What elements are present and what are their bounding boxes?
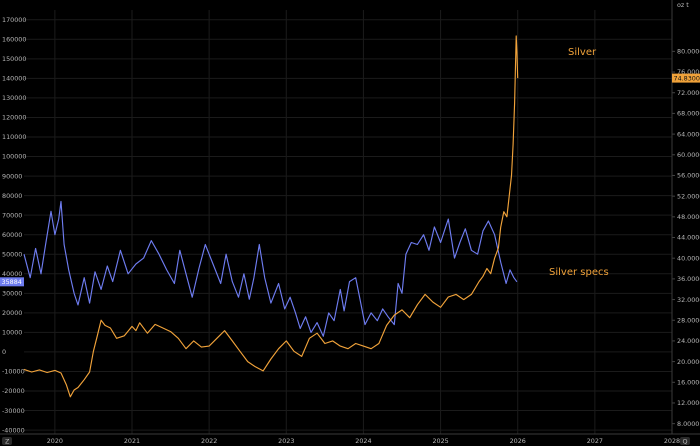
right-tick-label: 68.0000 bbox=[677, 110, 700, 118]
left-tick-label: -30000 bbox=[2, 407, 25, 415]
x-tick-label: 2023 bbox=[278, 437, 294, 445]
grid-layer bbox=[24, 10, 673, 434]
annotation-silver-specs: Silver specs bbox=[549, 267, 609, 278]
right-tick-label: 64.0000 bbox=[677, 130, 700, 138]
series-line-silver-specs bbox=[23, 200, 518, 337]
right-tick-label: 16.0000 bbox=[677, 378, 700, 386]
right-tick-label: 60.0000 bbox=[677, 151, 700, 159]
left-tick-label: 40000 bbox=[2, 270, 22, 278]
right-tick-label: 24.0000 bbox=[677, 337, 700, 345]
x-tick-label: 2026 bbox=[510, 437, 526, 445]
right-tick-label: 28.0000 bbox=[677, 316, 700, 324]
settings-button[interactable] bbox=[680, 437, 690, 445]
x-tick-label: 2024 bbox=[355, 437, 371, 445]
left-tick-label: -20000 bbox=[2, 387, 25, 395]
left-tick-label: 140000 bbox=[2, 75, 26, 83]
settings-button-label: Q bbox=[683, 438, 688, 446]
left-tick-label: 130000 bbox=[2, 94, 26, 102]
right-tick-label: 32.0000 bbox=[677, 296, 700, 304]
left-tick-label: 80000 bbox=[2, 192, 22, 200]
right-tick-label: 72.0000 bbox=[677, 89, 700, 97]
right-tick-label: 40.0000 bbox=[677, 254, 700, 262]
left-tick-label: 30000 bbox=[2, 290, 22, 298]
right-tick-label: 56.0000 bbox=[677, 172, 700, 180]
right-tick-label: 8.0000 bbox=[677, 420, 699, 428]
last-value-badge bbox=[672, 73, 700, 83]
right-axis-unit: oz t bbox=[677, 1, 689, 9]
zoom-button-label: Z bbox=[5, 438, 10, 446]
x-tick-label: 2028 bbox=[664, 437, 680, 445]
right-tick-label: 48.0000 bbox=[677, 213, 700, 221]
last-value-badge bbox=[0, 277, 24, 287]
right-tick-label: 20.0000 bbox=[677, 358, 700, 366]
last-value-label: 35884 bbox=[2, 278, 22, 286]
left-tick-label: 0 bbox=[2, 348, 6, 356]
label-layer: 35884 74.8300 Silver Silver specs Z Q bbox=[0, 47, 700, 446]
right-tick-label: 76.0000 bbox=[677, 68, 700, 76]
right-tick-label: 12.0000 bbox=[677, 399, 700, 407]
right-tick-label: 52.0000 bbox=[677, 192, 700, 200]
left-tick-label: -10000 bbox=[2, 368, 25, 376]
left-tick-label: 170000 bbox=[2, 16, 26, 24]
x-tick-label: 2021 bbox=[124, 437, 140, 445]
right-tick-label: 36.0000 bbox=[677, 275, 700, 283]
left-tick-label: 150000 bbox=[2, 55, 26, 63]
x-tick-label: 2025 bbox=[432, 437, 448, 445]
x-tick-label: 2027 bbox=[587, 437, 603, 445]
right-tick-label: 80.0000 bbox=[677, 48, 700, 56]
left-tick-label: 60000 bbox=[2, 231, 22, 239]
series-layer bbox=[23, 35, 519, 398]
left-tick-label: 10000 bbox=[2, 329, 22, 337]
left-tick-label: 100000 bbox=[2, 153, 26, 161]
x-tick-label: 2022 bbox=[201, 437, 217, 445]
left-tick-label: -40000 bbox=[2, 426, 25, 434]
left-tick-label: 20000 bbox=[2, 309, 22, 317]
right-tick-label: 44.0000 bbox=[677, 234, 700, 242]
left-tick-label: 160000 bbox=[2, 36, 26, 44]
left-tick-label: 120000 bbox=[2, 114, 26, 122]
x-tick-label: 2020 bbox=[47, 437, 63, 445]
left-tick-label: 90000 bbox=[2, 172, 22, 180]
left-tick-label: 110000 bbox=[2, 133, 26, 141]
left-tick-label: 70000 bbox=[2, 211, 22, 219]
left-tick-label: 50000 bbox=[2, 250, 22, 258]
last-value-label: 74.8300 bbox=[674, 74, 700, 82]
zoom-button[interactable] bbox=[2, 437, 12, 445]
annotation-silver: Silver bbox=[568, 47, 597, 58]
series-line-silver bbox=[23, 35, 519, 398]
